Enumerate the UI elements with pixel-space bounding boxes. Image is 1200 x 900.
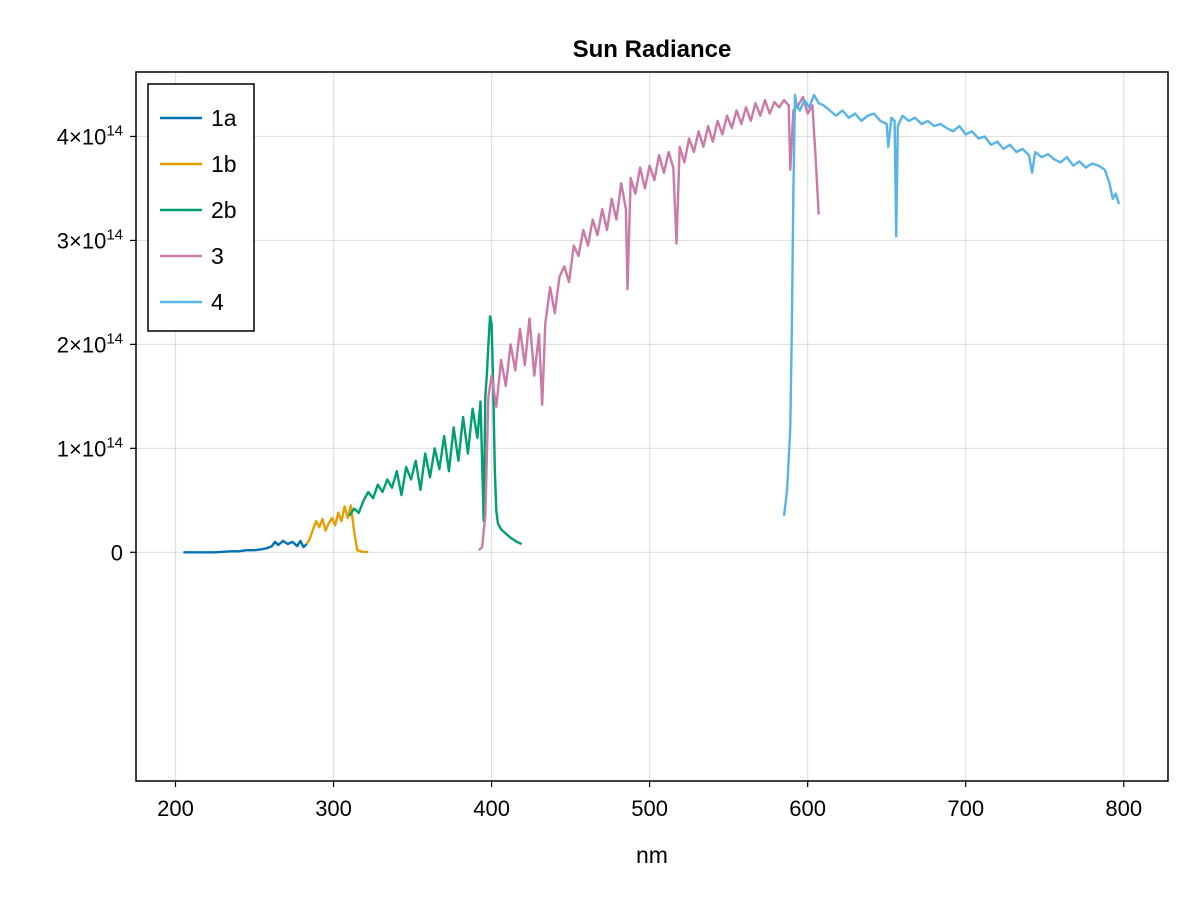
series-line-4 <box>782 93 1121 517</box>
legend-label-4: 4 <box>211 289 224 315</box>
legend-label-3: 3 <box>211 243 224 269</box>
x-tick-label: 400 <box>473 796 510 821</box>
y-axis-ticks: 0 1×1014 2×1014 3×1014 4×1014 <box>57 122 136 565</box>
series-lines <box>183 93 1121 554</box>
legend-box <box>147 83 255 332</box>
x-tick-label: 200 <box>157 796 194 821</box>
legend-label-1b: 1b <box>211 151 237 177</box>
grid-lines <box>136 72 1168 781</box>
x-tick-label: 800 <box>1105 796 1142 821</box>
y-tick-label: 4×1014 <box>57 122 123 149</box>
x-axis-label: nm <box>636 842 668 868</box>
y-tick-label: 3×1014 <box>57 226 123 253</box>
legend: 1a 1b 2b 3 4 <box>147 83 255 332</box>
x-tick-label: 300 <box>315 796 352 821</box>
series-line-1b <box>305 504 369 554</box>
x-tick-label: 600 <box>789 796 826 821</box>
plot-frame <box>135 71 1169 782</box>
series-line-2b <box>348 315 523 546</box>
plot-area <box>183 93 1121 554</box>
series-line-1a <box>183 539 308 554</box>
x-tick-label: 500 <box>631 796 668 821</box>
x-tick-label: 700 <box>947 796 984 821</box>
legend-label-1a: 1a <box>211 105 237 131</box>
legend-label-2b: 2b <box>211 197 237 223</box>
y-tick-label: 2×1014 <box>57 330 123 357</box>
series-line-3 <box>478 95 820 552</box>
y-tick-label: 1×1014 <box>57 434 123 461</box>
chart-title: Sun Radiance <box>573 36 732 63</box>
x-axis-ticks: 200 300 400 500 600 700 800 <box>157 781 1142 821</box>
y-tick-label: 0 <box>111 540 123 565</box>
